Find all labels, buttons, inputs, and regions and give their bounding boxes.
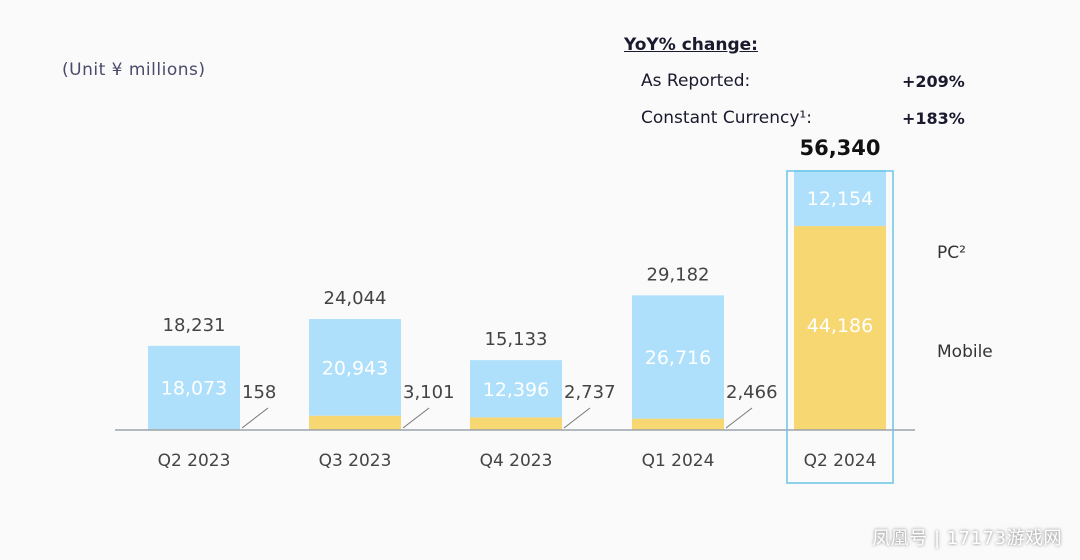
category-label: Q4 2023 [480, 451, 553, 471]
total-value-label: 15,133 [485, 329, 548, 350]
category-label: Q3 2023 [319, 451, 392, 471]
pc-value-label: 12,154 [807, 188, 873, 210]
pc-value-label: 26,716 [645, 347, 711, 369]
yoy-constant-currency-value: +183% [902, 109, 965, 128]
bar-pc [470, 360, 562, 418]
yoy-as-reported-label: As Reported: [641, 71, 751, 91]
bar-pc [794, 170, 886, 227]
category-label: Q1 2024 [642, 451, 715, 471]
mobile-value-label: 2,466 [726, 382, 778, 403]
mobile-value-label: 2,737 [564, 382, 616, 403]
total-value-label: 18,231 [163, 315, 226, 336]
yoy-as-reported-value: +209% [902, 72, 965, 91]
total-value-label: 29,182 [647, 264, 710, 285]
yoy-constant-currency-label: Constant Currency¹: [641, 108, 812, 128]
bar-pc [632, 295, 724, 419]
highlight-box [786, 170, 894, 484]
mobile-leader-line [241, 407, 269, 429]
mobile-value-label: 158 [242, 382, 276, 403]
legend-pc: PC² [937, 243, 966, 263]
mobile-value-label: 44,186 [807, 315, 873, 337]
bar-mobile [309, 415, 401, 430]
yoy-title: YoY% change: [624, 35, 758, 55]
bar-mobile [794, 226, 886, 430]
mobile-leader-line [563, 407, 591, 429]
mobile-leader-line [725, 407, 753, 429]
bar-mobile [470, 417, 562, 430]
pc-value-label: 20,943 [322, 357, 388, 379]
yoy-change-box: YoY% change: As Reported: +209% Constant… [0, 0, 1080, 140]
total-value-label: 56,340 [799, 136, 880, 160]
category-label: Q2 2023 [158, 451, 231, 471]
legend-mobile: Mobile [937, 342, 993, 362]
bar-pc [148, 345, 240, 430]
category-label: Q2 2024 [804, 451, 877, 471]
pc-value-label: 18,073 [161, 378, 227, 400]
bar-mobile [632, 418, 724, 430]
pc-value-label: 12,396 [483, 379, 549, 401]
watermark: 凤凰号 | 17173游戏网 [872, 528, 1062, 549]
unit-label: (Unit ¥ millions) [62, 60, 206, 80]
mobile-value-label: 3,101 [403, 382, 455, 403]
total-value-label: 24,044 [324, 288, 387, 309]
mobile-leader-line [402, 407, 430, 429]
bar-pc [309, 319, 401, 416]
